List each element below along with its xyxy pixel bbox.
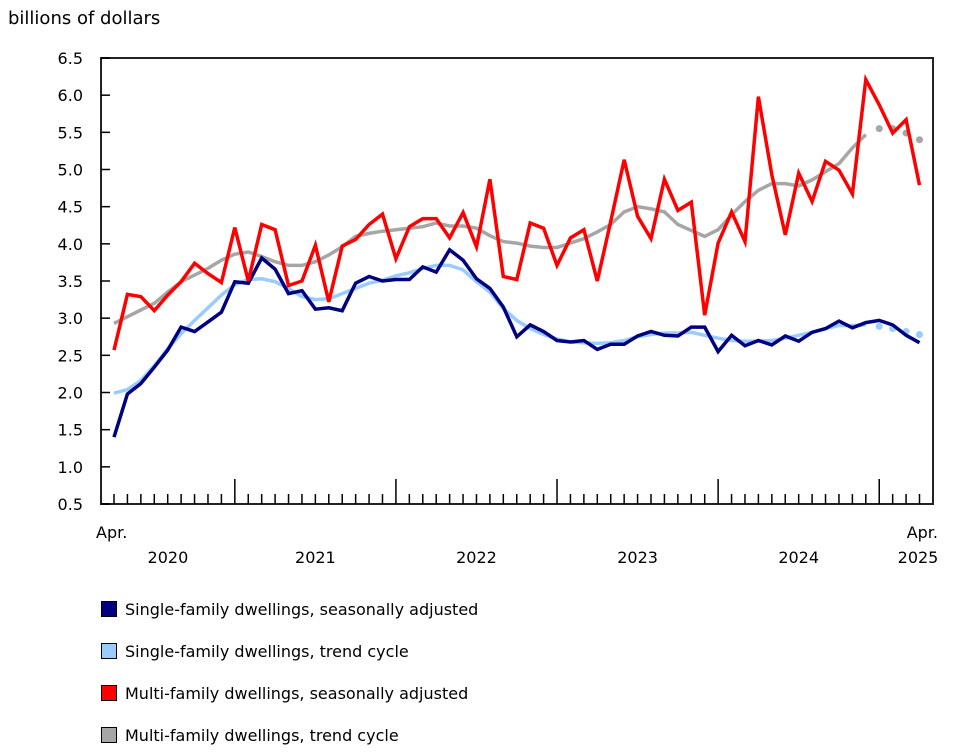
y-tick-label: 4.5	[58, 198, 83, 217]
y-tick-label: 1.5	[58, 421, 83, 440]
y-tick-label: 5.5	[58, 123, 83, 142]
x-year-label: 2023	[617, 548, 658, 567]
legend-swatch-multi-trend	[101, 727, 117, 743]
x-end-label: Apr.	[907, 523, 938, 542]
legend-item: Single-family dwellings, seasonally adju…	[101, 588, 478, 630]
series-point-dotted-3	[916, 136, 923, 144]
series-line-1	[113, 263, 866, 395]
y-tick-label: 2.5	[58, 346, 83, 365]
y-tick-label: 2.0	[58, 384, 83, 403]
x-year-label: 2024	[778, 548, 819, 567]
y-tick-label: 3.0	[58, 309, 83, 328]
y-tick-label: 4.0	[58, 235, 83, 254]
legend-swatch-single-sa	[101, 601, 117, 617]
line-chart: billions of dollars 0.5 1.0 1.5 2.0 2.5 3.0 3.…	[8, 8, 939, 567]
legend-label: Multi-family dwellings, seasonally adjus…	[125, 683, 469, 703]
legend-item: Single-family dwellings, trend cycle	[101, 630, 478, 672]
legend-swatch-multi-sa	[101, 685, 117, 701]
legend-swatch-single-trend	[101, 643, 117, 659]
legend-label: Single-family dwellings, seasonally adju…	[125, 599, 479, 619]
y-tick-label: 3.5	[58, 272, 83, 291]
x-year-label: 2025	[898, 548, 939, 567]
x-start-label: Apr.	[96, 523, 127, 542]
x-year-label: 2020	[148, 548, 189, 567]
legend-item: Multi-family dwellings, seasonally adjus…	[101, 672, 478, 714]
series-point-dotted-1	[916, 331, 923, 339]
series-line-0	[112, 247, 921, 438]
series-line-2	[112, 73, 922, 351]
series-point-dotted-1	[875, 322, 883, 330]
series-point-dotted-3	[875, 125, 883, 133]
y-tick-label: 0.5	[58, 495, 83, 514]
x-year-label: 2021	[295, 548, 336, 567]
y-tick-label: 1.0	[58, 458, 83, 477]
y-tick-label: 5.0	[58, 161, 83, 180]
legend-label: Single-family dwellings, trend cycle	[125, 641, 409, 661]
y-axis-label: billions of dollars	[8, 8, 160, 29]
y-tick-label: 6.5	[58, 49, 83, 68]
legend-label: Multi-family dwellings, trend cycle	[125, 725, 399, 745]
x-year-label: 2022	[456, 548, 497, 567]
y-tick-label: 6.0	[58, 86, 83, 105]
legend: Single-family dwellings, seasonally adju…	[101, 588, 478, 756]
legend-item: Multi-family dwellings, trend cycle	[101, 714, 478, 756]
series-line-3	[113, 133, 868, 325]
